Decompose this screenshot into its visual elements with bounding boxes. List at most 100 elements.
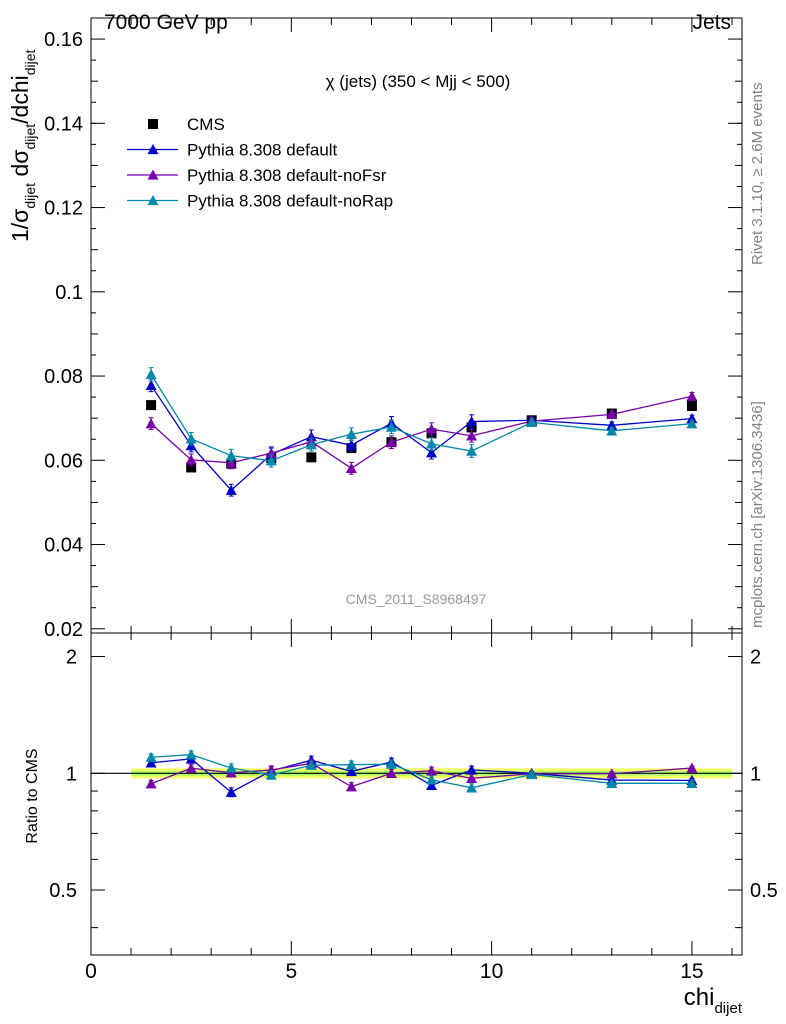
plot-frames: [90, 17, 743, 956]
series-line-main: [150, 374, 692, 462]
data-point: [606, 408, 618, 420]
data-point: [145, 379, 157, 390]
legend-label: Pythia 8.308 default-noFsr: [187, 166, 387, 185]
ratio-y-tick-label: 2: [66, 647, 77, 669]
data-point: [686, 400, 697, 411]
series-line-main: [150, 395, 693, 470]
main-y-tick-label: 0.12: [44, 198, 83, 220]
legend-entry-2: Pythia 8.308 default-noFsr: [127, 166, 387, 185]
data-point: [345, 462, 357, 473]
data-point: [466, 416, 478, 427]
header-left: 7000 GeV pp: [104, 11, 228, 34]
ratio-point: [606, 768, 618, 779]
legend-marker: [147, 195, 159, 206]
ratio-point: [265, 769, 277, 780]
x-tick-label: 15: [680, 960, 703, 983]
data-point: [385, 436, 397, 447]
ratio-y-tick-label: 0.5: [49, 880, 77, 902]
ratio-point: [185, 749, 197, 760]
series-1: [145, 378, 698, 798]
ratio-y-tick-label: 1: [66, 763, 77, 785]
main-y-tick-label: 0.08: [44, 366, 83, 388]
legend-entry-1: Pythia 8.308 default: [127, 141, 338, 160]
ratio-point: [145, 778, 157, 789]
legend-marker: [148, 119, 158, 129]
y-axis-label-ratio: Ratio to CMS: [24, 748, 41, 843]
ratio-y-tick-label-right: 0.5: [750, 880, 778, 902]
ratio-point: [305, 759, 317, 770]
x-tick-label: 5: [285, 960, 297, 983]
data-point: [305, 439, 317, 450]
data-point: [466, 430, 478, 441]
axis-ticks: 0.02 0.04 0.06 0.08 0.1 0.12 0.14 0.16 0 5 10 15 0.5…: [44, 17, 778, 983]
ratio-point: [345, 781, 357, 792]
data-series: [145, 367, 698, 798]
ratio-point: [526, 769, 538, 780]
ratio-point: [225, 786, 237, 797]
y-axis-label-main: 1/σdijet dσdijet/dchidijet: [7, 49, 38, 242]
main-y-tick-label: 0.06: [44, 450, 83, 472]
data-point: [265, 447, 277, 458]
ratio-point: [385, 758, 397, 769]
watermark: CMS_2011_S8968497: [346, 591, 487, 607]
data-point: [225, 450, 237, 461]
legend: CMS Pythia 8.308 default Pythia 8.308 defa…: [127, 115, 393, 211]
data-point: [145, 368, 157, 380]
data-point: [426, 438, 438, 449]
data-point: [606, 419, 618, 431]
ratio-point: [426, 774, 438, 785]
x-axis-label: chidijet: [684, 984, 743, 1017]
data-point: [466, 445, 478, 456]
main-y-tick-label: 0.04: [44, 535, 83, 557]
main-y-tick-label: 0.1: [55, 282, 83, 304]
ratio-point: [225, 762, 237, 773]
data-point: [686, 390, 698, 401]
data-point: [186, 462, 197, 473]
ratio-point: [345, 765, 357, 777]
ratio-y-tick-label-right: 2: [750, 647, 761, 669]
ratio-frame: [90, 632, 743, 956]
ratio-point: [466, 764, 478, 775]
ratio-point: [185, 762, 197, 773]
main-frame: [90, 17, 743, 634]
legend-marker: [147, 144, 159, 155]
series-3: [145, 367, 698, 793]
plot-title: χ (jets) (350 < Mjj < 500): [326, 72, 511, 91]
ratio-point: [426, 779, 438, 791]
ratio-point: [345, 759, 357, 770]
rivet-label: Rivet 3.1.10, ≥ 2.6M events: [749, 83, 766, 266]
legend-label: Pythia 8.308 default: [187, 141, 338, 160]
data-point: [606, 425, 618, 436]
data-point: [185, 433, 197, 444]
data-point: [686, 418, 698, 429]
legend-label: CMS: [187, 115, 225, 134]
data-point: [306, 452, 317, 463]
data-point: [145, 418, 157, 429]
series-line-ratio: [150, 762, 692, 788]
main-y-tick-label: 0.02: [44, 619, 83, 641]
series-line-ratio: [151, 754, 692, 789]
series-line-main: [150, 384, 692, 492]
ratio-point: [145, 757, 157, 768]
x-tick-label: 0: [85, 960, 97, 983]
data-point: [345, 428, 357, 439]
ratio-point: [466, 782, 478, 793]
ratio-point: [686, 777, 698, 788]
data-point: [146, 400, 157, 411]
data-point: [345, 439, 357, 450]
mcplots-label: mcplots.cern.ch [arXiv:1306.3436]: [749, 401, 766, 628]
main-y-tick-label: 0.16: [44, 29, 83, 51]
ratio-point: [606, 777, 618, 788]
legend-label: Pythia 8.308 default-noRap: [187, 192, 393, 211]
legend-entry-0: CMS: [148, 115, 225, 134]
data-point: [426, 423, 438, 434]
x-tick-label: 10: [480, 960, 503, 983]
main-y-tick-label: 0.14: [44, 113, 83, 135]
legend-marker: [147, 169, 159, 180]
data-point: [385, 421, 397, 432]
ratio-point: [145, 751, 157, 762]
ratio-point: [466, 772, 478, 784]
data-point: [225, 484, 237, 495]
header-right: Jets: [692, 11, 731, 34]
